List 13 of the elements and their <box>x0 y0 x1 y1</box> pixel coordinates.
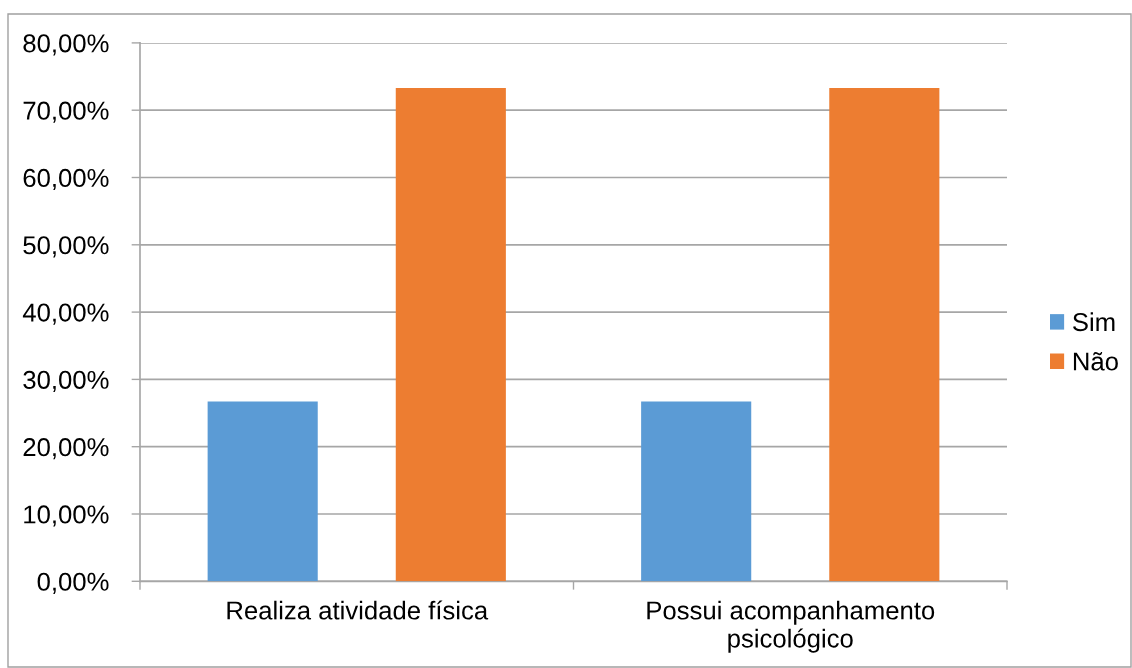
y-tick-label: 80,00% <box>23 34 109 56</box>
x-tick-label: Possui acompanhamento psicológico <box>647 600 935 653</box>
x-tick-label: Realiza atividade física <box>227 600 489 620</box>
y-tick-label: 30,00% <box>23 370 109 392</box>
legend-label: Sim <box>1073 312 1115 332</box>
y-tick-label: 40,00% <box>22 303 109 325</box>
y-tick-label: 70,00% <box>23 101 109 123</box>
y-tick-label: 0,00% <box>37 572 109 594</box>
y-tick-label: 60,00% <box>23 168 109 191</box>
y-tick-label: 50,00% <box>23 236 109 258</box>
legend-label: Não <box>1073 351 1118 371</box>
y-tick-label: 20,00% <box>23 438 109 460</box>
y-tick-label: 10,00% <box>24 505 109 527</box>
